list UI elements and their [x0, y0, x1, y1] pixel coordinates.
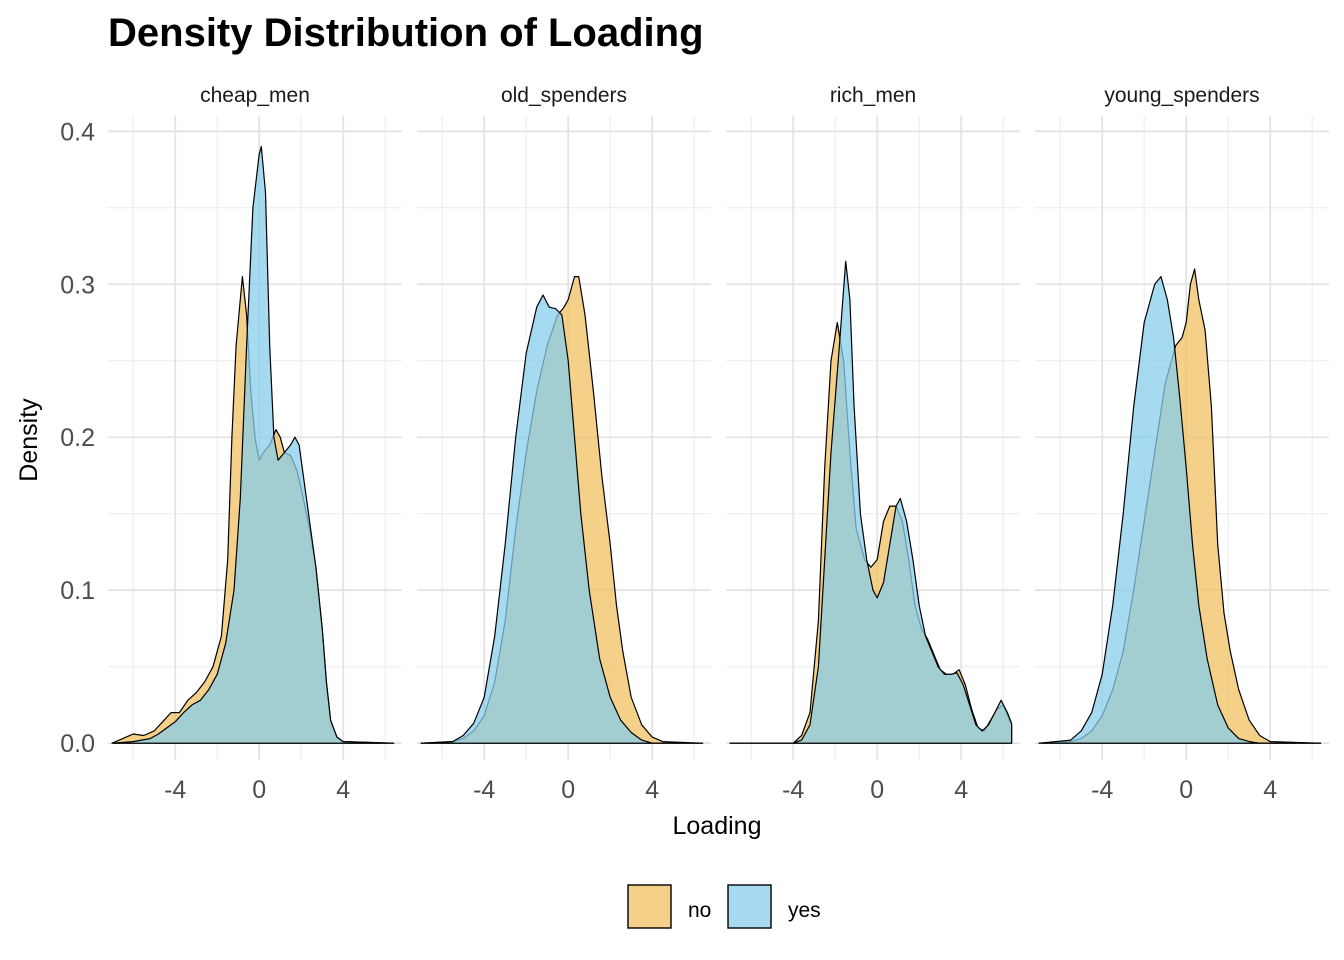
legend-label-no: no — [688, 899, 711, 922]
density-area-yes — [420, 294, 704, 744]
panel-old_spenders: old_spenders -4 0 4 — [417, 84, 711, 804]
legend-item-yes: yes — [727, 884, 821, 929]
strip-label-young_spenders: young_spenders — [1104, 84, 1259, 107]
panel-rich_men: rich_men -4 0 4 — [726, 84, 1020, 804]
strip-label-cheap_men: cheap_men — [200, 84, 310, 107]
strip-label-rich_men: rich_men — [830, 84, 916, 107]
facet-panels: cheap_men -4 0 4 old_spenders -4 0 4 rich_men -4 0… — [108, 84, 1329, 804]
x-tick-label: -4 — [782, 776, 804, 804]
y-axis: 0.0 0.1 0.2 0.3 0.4 — [60, 118, 95, 758]
x-tick-label: 0 — [1179, 776, 1193, 804]
panel-cheap_men: cheap_men -4 0 4 — [108, 84, 402, 804]
y-tick-label: 0.1 — [60, 577, 95, 605]
legend: no yes — [627, 884, 821, 929]
chart-title: Density Distribution of Loading — [108, 11, 704, 55]
strip-label-old_spenders: old_spenders — [501, 84, 627, 107]
x-tick-label: 0 — [561, 776, 575, 804]
x-tick-label: 4 — [954, 776, 968, 804]
x-tick-label: 4 — [645, 776, 659, 804]
x-tick-label: 4 — [336, 776, 350, 804]
legend-item-no: no — [627, 884, 711, 929]
y-axis-label: Density — [15, 398, 43, 482]
density-area-yes — [1038, 276, 1322, 744]
density-area-yes — [111, 146, 395, 744]
x-tick-label: 0 — [870, 776, 884, 804]
x-axis-label: Loading — [673, 812, 762, 840]
y-tick-label: 0.2 — [60, 424, 95, 452]
legend-label-yes: yes — [788, 899, 821, 922]
x-tick-label: -4 — [473, 776, 495, 804]
y-tick-label: 0.4 — [60, 118, 95, 146]
x-tick-label: -4 — [164, 776, 186, 804]
density-area-yes — [729, 260, 1013, 744]
x-tick-label: 0 — [252, 776, 266, 804]
x-tick-label: 4 — [1263, 776, 1277, 804]
x-tick-label: -4 — [1091, 776, 1113, 804]
panel-young_spenders: young_spenders -4 0 4 — [1035, 84, 1329, 804]
legend-swatch-no — [627, 884, 672, 929]
legend-swatch-yes — [727, 884, 772, 929]
y-tick-label: 0.0 — [60, 730, 95, 758]
y-tick-label: 0.3 — [60, 271, 95, 299]
